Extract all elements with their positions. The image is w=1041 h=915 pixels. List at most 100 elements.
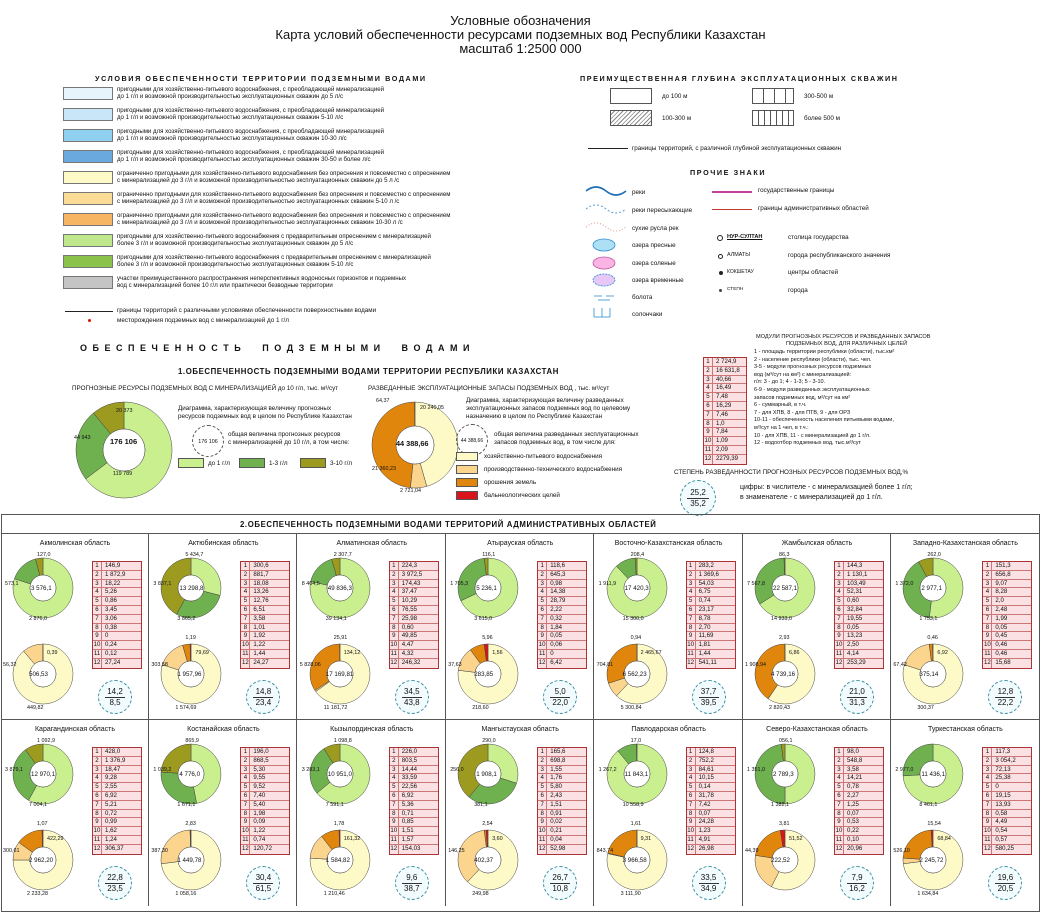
region-forecast-fresh: 2 876,0 [29,616,47,622]
module-row-value: 1,76 [550,774,563,782]
condition-swatch [63,108,113,121]
region-modules-table: 1 196,0 2 868,5 3 5,30 4 9,55 5 9,52 6 7,40 7 5,40 8 1,… [240,747,291,855]
region-degree-circle: 37,7 39,5 [691,680,726,714]
module-row: 12 52,98 [538,844,586,854]
module-row-value: 0,32 [550,614,563,622]
region-forecast-fresh: 3 615,0 [474,616,493,622]
module-row-value: 0,60 [401,623,414,631]
module-row: 11 2,09 [704,445,746,455]
region-name: Мангыстауская область [481,726,559,733]
region-center-symbol-text: КОКШЕТАУ [727,269,754,275]
module-row-number: 5 [390,783,399,791]
region-explored-industrial: 56,32 [3,662,17,668]
condition-swatch [63,171,113,184]
module-row-value: 0,53 [847,818,859,826]
module-row-number: 8 [538,623,548,632]
condition-text-line-2: с минерализацией до 3 г/л и возможной пр… [117,177,400,185]
condition-text-line-1: пригодными для хозяйственно-питьевого во… [117,149,385,156]
section1-title: 1.ОБЕСПЕЧЕННОСТЬ ПОДЗЕМНЫМИ ВОДАМИ ТЕРРИ… [178,367,560,376]
module-row-value: 0,57 [995,835,1008,843]
region-forecast-donut [12,557,74,619]
region-explored-total: 1 957,96 [177,671,202,678]
module-row-value: 5,36 [401,800,414,808]
module-row-number: 2 [704,366,713,375]
module-row-value: 8,28 [995,588,1008,596]
module-row-value: 1,92 [253,632,266,640]
module-row-number: 1 [983,562,993,570]
condition-item: ограниченно пригодными для хозяйственно-… [63,170,533,187]
region-card: Восточно-Казахстанская область 17 420,3 … [595,534,743,720]
module-row: 8 0,71 [389,809,438,819]
forecast-total-label-2: с минерализацией до 10 г/л, в том числе: [228,439,350,446]
module-row-number: 3 [835,765,844,774]
region-degree-top: 34,5 [401,687,422,698]
region-explored-total: 1 584,82 [325,857,350,864]
module-row-value: 28,79 [550,597,566,605]
module-row-value: 0,22 [847,827,859,835]
rep-city-symbol-text: АЛМАТЫ [727,252,750,258]
region-explored-drinking: 2 233,28 [27,891,48,897]
module-row-value: 2,09 [716,445,728,453]
module-row: 2 881,7 [241,570,290,580]
condition-text-line-2: до 1 г/л и возможной производительностью… [117,156,371,164]
region-explored-industrial: 37,63 [448,662,462,668]
module-row-number: 10 [390,641,399,649]
module-row-value: 1 376,9 [105,756,126,764]
region-forecast-brackish: 3 283,1 [301,767,320,773]
module-row-number: 8 [835,809,844,818]
region-modules-table: 1 117,3 2 3 054,2 3 72,13 4 25,38 5 0 6 19,15 7 13,93… [982,747,1033,855]
condition-text: пригодными для хозяйственно-питьевого во… [117,149,537,164]
region-name: Костанайская область [187,726,260,733]
module-row-number: 3 [241,579,251,588]
module-row-number: 5 [93,783,102,791]
module-row-number: 1 [390,748,399,756]
module-row-value: 7,84 [716,428,728,436]
module-row-number: 6 [390,791,399,800]
territory-boundary-label: границы территорий с различными условиям… [117,307,377,314]
module-row-number: 9 [390,632,399,641]
donut-center [771,846,799,874]
module-row-number: 9 [687,818,696,827]
module-row-number: 5 [704,393,713,401]
region-forecast-saline: 5 434,7 [185,552,204,558]
donut-center [102,428,146,472]
depth-boundary-line [588,148,628,149]
module-row-value: 25,98 [401,614,418,622]
module-row: 5 7,48 [704,393,746,402]
module-row: 7 13,93 [983,800,1032,810]
region-degree-bottom: 16,2 [849,884,865,893]
region-degree-top: 5,0 [550,687,571,698]
module-row-number: 3 [93,579,102,588]
region-degree-bottom: 20,5 [997,884,1014,893]
donut-center [920,846,947,874]
module-row-number: 5 [241,783,251,791]
condition-item: ограниченно пригодными для хозяйственно-… [63,191,533,208]
module-row: 1 300,6 [241,562,290,571]
explored-desc-3: назначению в целом по Республике Казахст… [466,413,603,420]
module-row: 6 32,84 [835,605,883,615]
module-row: 5 0,60 [835,597,883,606]
degree-note-1: цифры: в числителе - с минерализацией бо… [740,484,913,491]
donut-center [474,660,502,688]
region-modules-table: 1 118,6 2 645,3 3 0,98 4 14,38 5 28,79 6 2,22 7 0,32 8… [537,561,588,669]
module-row-value: 146,9 [105,562,121,569]
condition-text-line-2: вод с минерализацией более 10 г/л или пр… [117,282,333,290]
region-degree-bottom: 8,5 [109,698,121,707]
module-row-number: 2 [983,756,993,765]
region-forecast-donut [903,743,964,805]
region-explored-donut [457,643,519,705]
module-row-number: 4 [983,774,993,783]
module-row: 3 14,44 [389,765,438,775]
explored-desc-2: эксплуатационных запасов подземных вод п… [466,405,631,412]
module-row-value: 40,66 [716,375,732,383]
module-row-value: 9,52 [253,783,266,791]
module-row-number: 1 [983,748,993,756]
module-row: 8 0,72 [93,809,141,819]
module-row: 8 0,58 [983,809,1032,819]
region-degree-bottom: 31,3 [849,698,865,707]
module-row-value: 6,92 [105,791,117,799]
condition-text: ограниченно пригодными для хозяйственно-… [117,212,537,227]
module-row: 7 3,06 [93,614,141,624]
admin-border-label: границы административных областей [758,205,869,212]
